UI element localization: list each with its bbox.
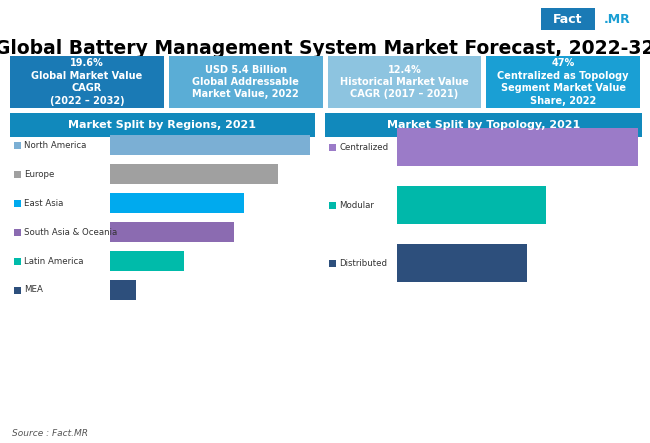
FancyBboxPatch shape bbox=[329, 144, 336, 151]
FancyBboxPatch shape bbox=[14, 287, 21, 294]
Text: Centralized: Centralized bbox=[339, 143, 388, 152]
Text: South Asia & Oceania: South Asia & Oceania bbox=[24, 228, 117, 237]
Text: Distributed: Distributed bbox=[339, 259, 387, 268]
FancyBboxPatch shape bbox=[14, 141, 21, 148]
Text: Modular: Modular bbox=[339, 201, 374, 210]
FancyBboxPatch shape bbox=[541, 8, 595, 30]
FancyBboxPatch shape bbox=[486, 56, 640, 108]
Text: East Asia: East Asia bbox=[24, 198, 64, 207]
FancyBboxPatch shape bbox=[110, 193, 244, 213]
FancyBboxPatch shape bbox=[169, 56, 322, 108]
FancyBboxPatch shape bbox=[328, 56, 481, 108]
FancyBboxPatch shape bbox=[14, 199, 21, 206]
FancyBboxPatch shape bbox=[110, 222, 234, 242]
FancyBboxPatch shape bbox=[325, 113, 642, 137]
FancyBboxPatch shape bbox=[10, 56, 164, 108]
Text: Europe: Europe bbox=[24, 170, 55, 179]
Text: 19.6%
Global Market Value
CAGR
(2022 – 2032): 19.6% Global Market Value CAGR (2022 – 2… bbox=[31, 58, 142, 105]
Text: Latin America: Latin America bbox=[24, 256, 83, 265]
Text: 12.4%
Historical Market Value
CAGR (2017 – 2021): 12.4% Historical Market Value CAGR (2017… bbox=[340, 65, 469, 99]
Text: .MR: .MR bbox=[604, 12, 630, 26]
FancyBboxPatch shape bbox=[110, 135, 310, 155]
Text: Fact: Fact bbox=[553, 12, 583, 26]
Text: North America: North America bbox=[24, 140, 86, 149]
FancyBboxPatch shape bbox=[110, 280, 136, 300]
FancyBboxPatch shape bbox=[14, 257, 21, 264]
Text: Global Battery Management System Market Forecast, 2022-32: Global Battery Management System Market … bbox=[0, 39, 650, 58]
Text: USD 5.4 Billion
Global Addressable
Market Value, 2022: USD 5.4 Billion Global Addressable Marke… bbox=[192, 65, 299, 99]
FancyBboxPatch shape bbox=[397, 128, 638, 166]
FancyBboxPatch shape bbox=[110, 251, 184, 271]
FancyBboxPatch shape bbox=[397, 186, 547, 224]
FancyBboxPatch shape bbox=[397, 244, 527, 282]
FancyBboxPatch shape bbox=[329, 260, 336, 267]
FancyBboxPatch shape bbox=[14, 171, 21, 178]
Text: Source : Fact.MR: Source : Fact.MR bbox=[12, 428, 88, 438]
Text: MEA: MEA bbox=[24, 285, 43, 295]
FancyBboxPatch shape bbox=[329, 202, 336, 209]
FancyBboxPatch shape bbox=[14, 229, 21, 236]
FancyBboxPatch shape bbox=[110, 164, 278, 184]
Text: Market Split by Topology, 2021: Market Split by Topology, 2021 bbox=[387, 120, 580, 130]
FancyBboxPatch shape bbox=[10, 113, 315, 137]
Text: Market Split by Regions, 2021: Market Split by Regions, 2021 bbox=[68, 120, 257, 130]
Text: 47%
Centralized as Topology
Segment Market Value
Share, 2022: 47% Centralized as Topology Segment Mark… bbox=[497, 58, 629, 105]
